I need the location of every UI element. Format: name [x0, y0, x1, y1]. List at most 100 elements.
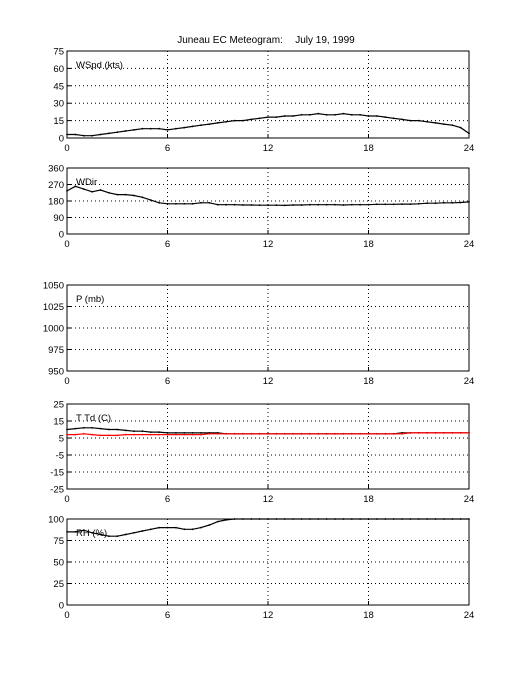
data-point — [116, 131, 119, 134]
data-point — [250, 432, 253, 435]
panel-1: 0 6 12 18 24 0 15 30 45 60 75 WSpd (kts) — [53, 47, 474, 155]
x-tick-label: 6 — [165, 610, 170, 621]
data-point — [133, 129, 135, 131]
data-point — [309, 432, 311, 435]
data-point — [124, 130, 127, 132]
x-tick-label: 18 — [363, 143, 374, 154]
data-point — [208, 432, 211, 435]
data-point — [401, 203, 403, 206]
data-point — [158, 127, 161, 130]
y-tick-label: 0 — [59, 601, 64, 612]
data-point — [258, 432, 261, 435]
data-point — [367, 115, 370, 117]
data-point — [183, 202, 186, 205]
data-point — [116, 193, 119, 196]
data-point — [267, 518, 269, 520]
data-point — [317, 518, 320, 520]
data-point — [82, 188, 85, 191]
x-tick-label: 12 — [263, 610, 274, 621]
y-tick-label: 25 — [53, 400, 64, 411]
data-point — [300, 518, 303, 520]
data-point — [242, 204, 244, 206]
data-point — [225, 203, 228, 206]
data-point — [258, 204, 261, 207]
data-point — [200, 432, 202, 434]
data-point — [141, 196, 144, 199]
data-point — [409, 119, 412, 122]
x-tick-label: 24 — [464, 610, 475, 621]
x-tick-label: 0 — [64, 494, 69, 505]
y-tick-label: 50 — [53, 558, 64, 569]
data-point — [166, 432, 169, 434]
x-tick-label: 12 — [263, 143, 274, 154]
data-point — [225, 519, 228, 521]
data-point — [66, 531, 68, 533]
panel-label: T Td (C) — [76, 413, 111, 424]
data-point — [99, 533, 102, 536]
data-point — [91, 433, 93, 436]
data-point — [66, 133, 68, 136]
data-point — [158, 431, 161, 433]
x-tick-label: 24 — [464, 376, 475, 387]
data-point — [384, 116, 387, 118]
data-point — [91, 426, 93, 429]
data-point — [409, 518, 412, 520]
data-point — [468, 518, 470, 520]
data-point — [275, 518, 278, 520]
data-point — [459, 126, 462, 129]
x-tick-label: 12 — [263, 494, 274, 505]
data-point — [300, 113, 303, 116]
data-point — [233, 518, 236, 520]
data-point — [191, 528, 194, 531]
data-point — [409, 203, 412, 206]
data-point — [200, 124, 202, 127]
x-tick-label: 24 — [464, 494, 475, 505]
data-point — [108, 428, 110, 431]
data-point — [149, 431, 152, 433]
data-point — [116, 428, 119, 431]
y-tick-label: -5 — [56, 451, 64, 462]
data-point — [417, 119, 420, 122]
panel-4: 0 6 12 18 24 -25 -15 -5 5 15 25 T Td (C) — [50, 400, 474, 506]
data-point — [376, 518, 378, 520]
data-point — [317, 432, 320, 435]
data-point — [216, 122, 219, 124]
data-point — [149, 433, 152, 436]
panel-label: WDir — [76, 177, 97, 188]
x-tick-label: 12 — [263, 239, 274, 250]
data-point — [74, 427, 77, 430]
data-point — [74, 433, 77, 436]
y-tick-label: 75 — [53, 536, 64, 547]
data-point — [334, 113, 336, 116]
x-tick-label: 0 — [64, 239, 69, 250]
data-point — [91, 190, 93, 193]
data-point — [300, 204, 303, 206]
data-point — [451, 124, 454, 127]
panel-label: RH (%) — [76, 528, 107, 539]
y-tick-label: 75 — [53, 47, 64, 58]
data-point — [342, 518, 345, 520]
data-point — [325, 518, 328, 520]
data-point — [350, 203, 353, 206]
data-point — [426, 432, 428, 434]
data-point — [334, 203, 336, 206]
data-point — [376, 432, 378, 435]
data-point — [367, 432, 370, 435]
figure-title: Juneau EC Meteogram: — [177, 35, 283, 46]
y-tick-label: 1025 — [43, 302, 64, 313]
data-point — [108, 434, 110, 437]
data-point — [116, 535, 119, 538]
data-point — [158, 433, 161, 436]
data-point — [367, 518, 370, 520]
data-point — [384, 432, 387, 435]
data-point — [392, 117, 395, 120]
data-point — [191, 202, 194, 205]
y-tick-label: -25 — [50, 485, 64, 496]
x-tick-label: 18 — [363, 494, 374, 505]
data-point — [459, 432, 462, 434]
x-tick-label: 24 — [464, 239, 475, 250]
data-point — [82, 426, 85, 429]
data-point — [66, 190, 68, 192]
data-point — [82, 432, 85, 435]
data-point — [384, 518, 387, 520]
